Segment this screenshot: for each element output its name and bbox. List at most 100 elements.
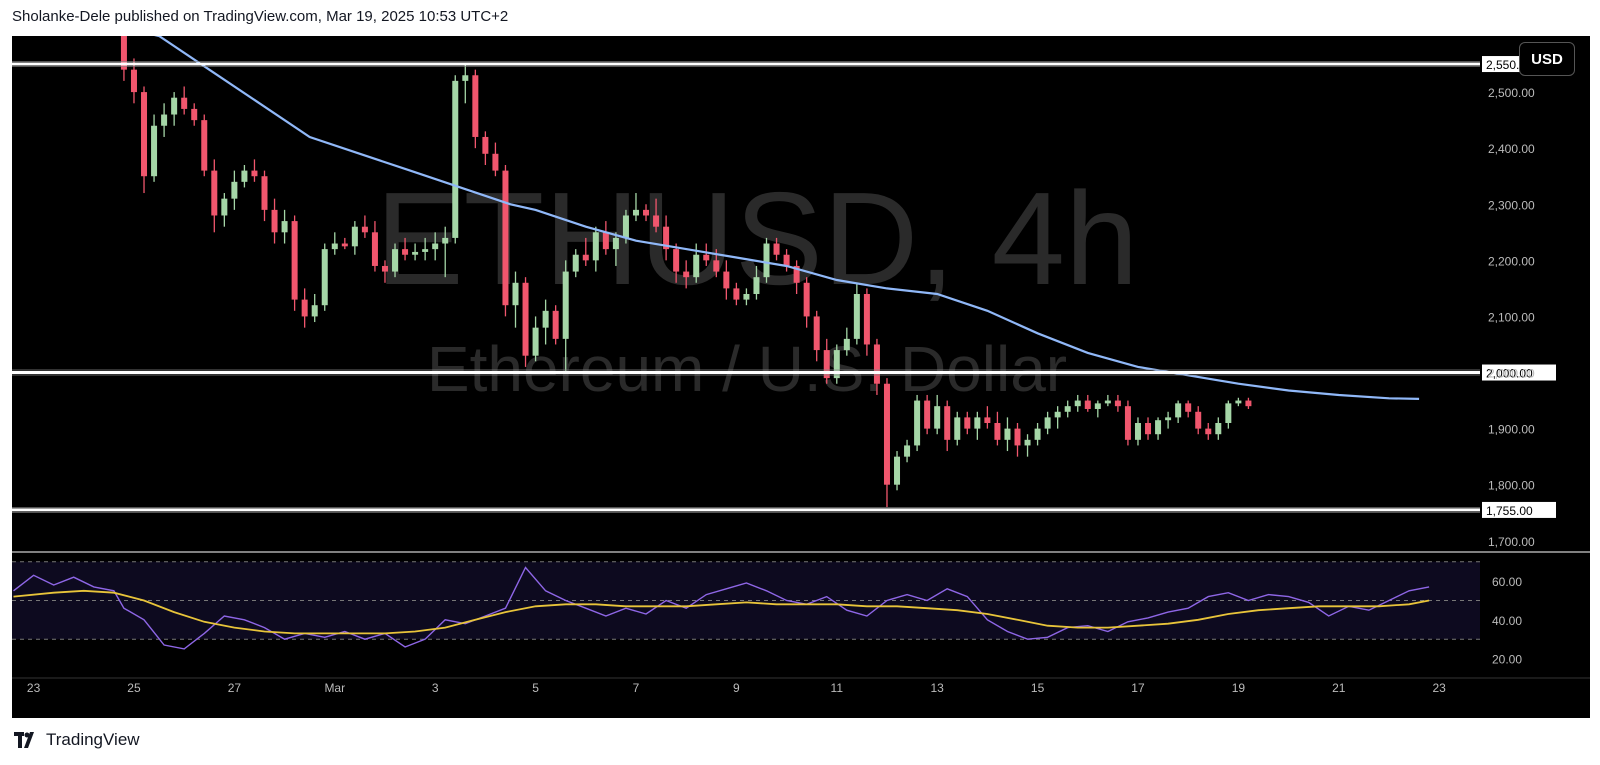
candle [683, 260, 690, 289]
candle [954, 411, 961, 446]
y-tick-label: 1,800.00 [1488, 479, 1535, 493]
footer-brand: TradingView [46, 730, 140, 749]
candle [351, 221, 358, 255]
candle [231, 170, 238, 210]
candle [392, 243, 399, 278]
candle [974, 411, 981, 440]
candle [703, 243, 710, 266]
candle [572, 249, 579, 278]
candle [181, 86, 188, 115]
rsi-ma-line [13, 589, 1430, 635]
y-tick-label: 2,500.00 [1488, 86, 1535, 100]
y-tick-label: 2,400.00 [1488, 142, 1535, 156]
x-tick-label: 25 [127, 681, 141, 695]
candle [1145, 417, 1152, 440]
candle [653, 198, 660, 233]
candle [1054, 406, 1061, 429]
candle [552, 305, 559, 345]
candle [281, 209, 288, 244]
candle [211, 159, 218, 233]
candle [924, 394, 931, 435]
rsi-y-tick-label: 20.00 [1492, 653, 1522, 667]
candle [1185, 400, 1192, 418]
candle [1074, 394, 1081, 412]
candle [632, 193, 639, 222]
x-tick-label: 11 [831, 681, 844, 695]
chart-frame[interactable]: ETHUSD, 4h Ethereum / U.S. Dollar 2,550.… [12, 0, 1590, 718]
candle [863, 288, 870, 356]
level-price-label: 1,755.00 [1486, 504, 1533, 518]
candle [522, 277, 529, 367]
candle [502, 165, 509, 317]
rsi-pane[interactable] [12, 561, 1480, 650]
candle [130, 58, 137, 104]
candles[interactable] [120, 7, 1252, 508]
candle [1014, 423, 1021, 457]
level-price-label: 2,000.00 [1486, 367, 1533, 381]
candle [271, 198, 278, 244]
candle [894, 451, 901, 491]
candle [602, 221, 609, 255]
candle [1044, 411, 1051, 435]
currency-button[interactable]: USD [1519, 42, 1575, 76]
candle [191, 103, 198, 126]
candle [542, 299, 549, 345]
candle [452, 75, 459, 244]
chart-svg[interactable]: ETHUSD, 4h Ethereum / U.S. Dollar 2,550.… [12, 0, 1590, 718]
y-tick-label: 2,100.00 [1488, 310, 1535, 324]
candle [472, 69, 479, 149]
x-tick-label: 5 [532, 681, 539, 695]
candle [311, 294, 318, 323]
candle [562, 260, 569, 373]
candle [1094, 400, 1101, 418]
candle [251, 159, 258, 182]
footer: TradingView [14, 730, 140, 750]
candle [793, 260, 800, 294]
candle [412, 243, 419, 261]
rsi-y-tick-label: 60.00 [1492, 575, 1522, 589]
candle [723, 260, 730, 300]
candle [402, 237, 409, 261]
candle [1084, 394, 1091, 412]
candle [1024, 434, 1031, 457]
candle [482, 131, 489, 165]
level-price-label-bg [1482, 501, 1556, 518]
candle [1034, 423, 1041, 446]
x-tick-label: 3 [432, 681, 439, 695]
x-tick-label: Mar [324, 681, 345, 695]
candle [944, 400, 951, 452]
candle [512, 271, 519, 328]
x-tick-label: 27 [228, 681, 242, 695]
x-tick-label: 13 [931, 681, 945, 695]
candle [612, 232, 619, 266]
candle [1064, 400, 1071, 418]
candle [803, 277, 810, 328]
candle [1195, 406, 1202, 435]
candle [833, 344, 840, 384]
candle [873, 338, 880, 395]
candle [853, 282, 860, 345]
candle [241, 165, 248, 188]
candle [1205, 423, 1212, 440]
x-tick-label: 19 [1232, 681, 1246, 695]
x-tick-label: 7 [633, 681, 640, 695]
candle [1215, 417, 1222, 440]
candle [301, 288, 308, 328]
candle [753, 265, 760, 300]
candle [964, 411, 971, 435]
level-price-label-bg [1482, 364, 1556, 381]
candle [1245, 397, 1252, 409]
candle [492, 142, 499, 177]
candle [914, 394, 921, 452]
candle [1124, 400, 1131, 446]
tradingview-logo-icon [14, 732, 34, 748]
candle [341, 237, 348, 250]
candle [743, 288, 750, 306]
candle [1175, 400, 1182, 423]
rsi-y-tick-label: 40.00 [1492, 614, 1522, 628]
candle [934, 394, 941, 435]
candle [733, 282, 740, 306]
x-tick-label: 17 [1131, 681, 1145, 695]
candle [582, 237, 589, 266]
candle [1104, 394, 1111, 407]
